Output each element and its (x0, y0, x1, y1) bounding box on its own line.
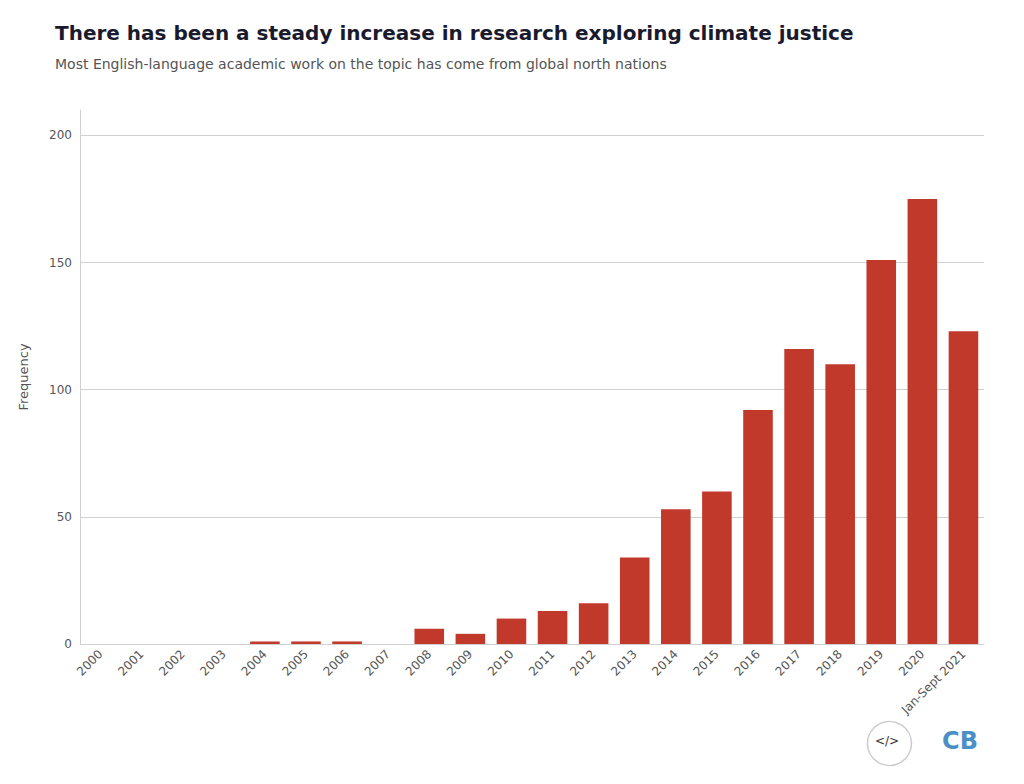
svg-text:2020: 2020 (896, 647, 927, 678)
svg-text:2016: 2016 (731, 647, 762, 678)
svg-text:2019: 2019 (855, 647, 886, 678)
svg-text:2005: 2005 (279, 647, 310, 678)
svg-text:2010: 2010 (485, 647, 516, 678)
svg-text:2011: 2011 (526, 647, 557, 678)
svg-text:2004: 2004 (238, 647, 269, 678)
svg-text:Most English-language academic: Most English-language academic work on t… (55, 56, 667, 72)
svg-text:2018: 2018 (814, 647, 845, 678)
svg-text:2009: 2009 (444, 647, 475, 678)
svg-text:50: 50 (57, 510, 72, 524)
svg-text:2002: 2002 (156, 647, 187, 678)
svg-text:2015: 2015 (690, 647, 721, 678)
svg-text:0: 0 (64, 637, 72, 651)
svg-text:2014: 2014 (649, 647, 680, 678)
svg-text:100: 100 (49, 383, 72, 397)
svg-text:There has been a steady increa: There has been a steady increase in rese… (55, 21, 854, 45)
svg-text:2012: 2012 (567, 647, 598, 678)
svg-text:2013: 2013 (608, 647, 639, 678)
svg-text:2003: 2003 (197, 647, 228, 678)
svg-text:Frequency: Frequency (16, 343, 31, 410)
svg-text:2000: 2000 (74, 647, 105, 678)
svg-text:2007: 2007 (362, 647, 393, 678)
svg-text:2017: 2017 (773, 647, 804, 678)
svg-text:</>: </> (875, 734, 899, 748)
svg-text:CB: CB (942, 727, 978, 755)
svg-text:2001: 2001 (115, 647, 146, 678)
svg-text:2008: 2008 (403, 647, 434, 678)
svg-text:150: 150 (49, 256, 72, 270)
svg-text:Jan-Sept 2021: Jan-Sept 2021 (898, 647, 968, 717)
svg-text:2006: 2006 (321, 647, 352, 678)
svg-text:200: 200 (49, 128, 72, 142)
